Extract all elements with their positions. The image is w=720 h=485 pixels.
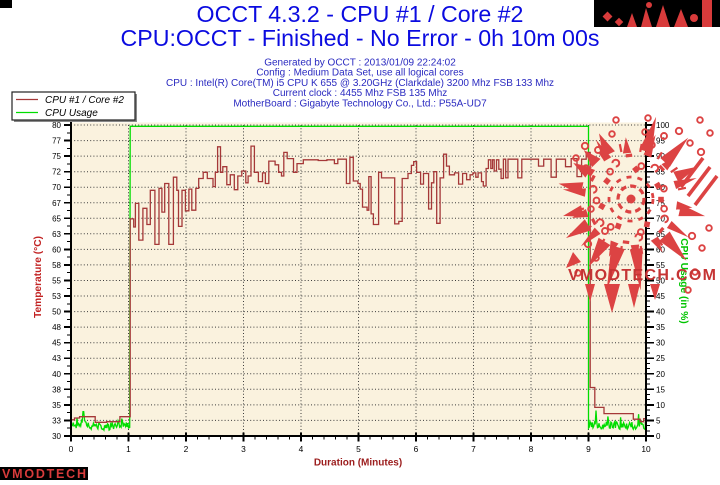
svg-text:58: 58	[52, 261, 61, 270]
svg-text:Temperature (°C): Temperature (°C)	[33, 236, 44, 318]
svg-text:3: 3	[241, 444, 246, 454]
svg-text:50: 50	[656, 277, 665, 286]
svg-text:MotherBoard : Gigabyte Technol: MotherBoard : Gigabyte Technology Co., L…	[233, 98, 487, 109]
svg-text:80: 80	[52, 121, 61, 130]
svg-text:70: 70	[52, 183, 61, 192]
svg-text:77: 77	[52, 137, 61, 146]
svg-text:OCCT 4.3.2 - CPU #1 / Core #2: OCCT 4.3.2 - CPU #1 / Core #2	[197, 1, 524, 27]
svg-text:85: 85	[656, 168, 665, 177]
svg-text:90: 90	[656, 152, 665, 161]
svg-text:0: 0	[656, 432, 661, 441]
svg-text:10: 10	[656, 401, 665, 410]
svg-text:CPU Usage (in %): CPU Usage (in %)	[678, 238, 689, 323]
svg-text:CPU:OCCT - Finished - No Error: CPU:OCCT - Finished - No Error - 0h 10m …	[121, 25, 600, 51]
svg-text:40: 40	[52, 370, 61, 379]
svg-text:5: 5	[356, 444, 361, 454]
svg-text:1: 1	[126, 444, 131, 454]
svg-text:35: 35	[52, 401, 61, 410]
svg-text:Duration (Minutes): Duration (Minutes)	[314, 458, 402, 469]
svg-text:60: 60	[52, 245, 61, 254]
svg-text:6: 6	[414, 444, 419, 454]
svg-text:20: 20	[656, 370, 665, 379]
svg-text:8: 8	[529, 444, 534, 454]
svg-text:CPU Usage: CPU Usage	[45, 108, 98, 119]
svg-text:53: 53	[52, 292, 61, 301]
svg-text:100: 100	[656, 121, 670, 130]
svg-text:75: 75	[656, 199, 665, 208]
svg-text:VMODTECH: VMODTECH	[2, 467, 86, 480]
svg-text:45: 45	[656, 292, 665, 301]
svg-text:30: 30	[656, 339, 665, 348]
svg-text:10: 10	[641, 444, 651, 454]
svg-text:67: 67	[52, 199, 61, 208]
svg-text:65: 65	[52, 214, 61, 223]
svg-text:40: 40	[656, 308, 665, 317]
svg-text:55: 55	[656, 261, 665, 270]
svg-text:15: 15	[656, 385, 665, 394]
svg-text:30: 30	[52, 432, 61, 441]
svg-text:35: 35	[656, 323, 665, 332]
svg-text:4: 4	[299, 444, 304, 454]
svg-text:55: 55	[52, 277, 61, 286]
svg-text:75: 75	[52, 152, 61, 161]
svg-text:5: 5	[656, 416, 661, 425]
svg-text:Current clock : 4455 Mhz FSB 1: Current clock : 4455 Mhz FSB 135 Mhz	[273, 88, 448, 99]
svg-text:CPU #1 / Core #2: CPU #1 / Core #2	[45, 95, 124, 106]
svg-text:9: 9	[586, 444, 591, 454]
svg-text:33: 33	[52, 416, 61, 425]
svg-text:50: 50	[52, 308, 61, 317]
svg-text:48: 48	[52, 323, 61, 332]
svg-text:43: 43	[52, 354, 61, 363]
svg-text:Generated by OCCT : 2013/01/09: Generated by OCCT : 2013/01/09 22:24:02	[264, 58, 456, 69]
svg-text:25: 25	[656, 354, 665, 363]
svg-text:38: 38	[52, 385, 61, 394]
svg-text:45: 45	[52, 339, 61, 348]
svg-text:0: 0	[69, 444, 74, 454]
svg-text:72: 72	[52, 168, 61, 177]
svg-text:7: 7	[471, 444, 476, 454]
svg-text:CPU : Intel(R) Core(TM) i5 CPU: CPU : Intel(R) Core(TM) i5 CPU K 655 @ 3…	[166, 78, 554, 89]
svg-text:2: 2	[184, 444, 189, 454]
svg-text:65: 65	[656, 230, 665, 239]
svg-text:Config : Medium Data Set, use: Config : Medium Data Set, use all logica…	[256, 68, 463, 79]
svg-text:VMODTECH.COM: VMODTECH.COM	[568, 267, 716, 284]
svg-text:95: 95	[656, 137, 665, 146]
svg-text:63: 63	[52, 230, 61, 239]
